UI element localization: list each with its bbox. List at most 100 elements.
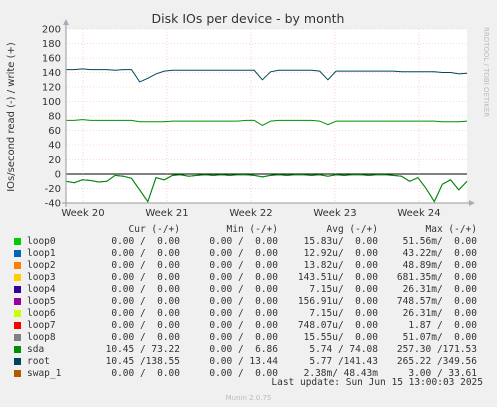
legend-cur: 10.45 /138.55 [105, 356, 180, 367]
y-axis-label: IOs/second read (-) / write (+) [6, 42, 17, 192]
legend-min: 0.00 / 0.00 [209, 284, 278, 295]
header-max: Max (-/+) [425, 224, 477, 235]
munin-version: Munin 2.0.75 [225, 394, 272, 402]
header-avg: Avg (-/+) [326, 224, 378, 235]
legend-min: 0.00 / 0.00 [209, 332, 278, 343]
legend-max: 3.00 / 33.61 [408, 368, 477, 379]
legend-max: 48.89m/ 0.00 [402, 260, 477, 271]
legend-swatch [14, 238, 21, 245]
legend-cur: 0.00 / 0.00 [111, 260, 180, 271]
legend-max: 26.31m/ 0.00 [402, 284, 477, 295]
legend-row-swap_1: swap_1 0.00 / 0.00 0.00 / 0.00 2.38m/ 48.43… [14, 368, 484, 380]
legend-avg: 12.92u/ 0.00 [303, 248, 378, 259]
legend-cur: 0.00 / 0.00 [111, 308, 180, 319]
legend-row-loop8: loop8 0.00 / 0.00 0.00 / 0.00 15.55u/ 0.00 5… [14, 332, 484, 344]
legend-name: loop5 [27, 296, 56, 307]
series-line-sda [66, 119, 468, 126]
legend-min: 0.00 / 0.00 [209, 308, 278, 319]
legend-swatch [14, 358, 21, 365]
legend-max: 26.31m/ 0.00 [402, 308, 477, 319]
x-tick-label: Week 24 [397, 208, 440, 219]
legend-max: 265.22 /349.56 [396, 356, 477, 367]
legend-cur: 0.00 / 0.00 [111, 332, 180, 343]
legend-name: loop8 [27, 332, 56, 343]
legend-min: 0.00 / 6.86 [209, 344, 278, 355]
legend-avg: 7.15u/ 0.00 [309, 284, 378, 295]
legend-min: 0.00 / 0.00 [209, 260, 278, 271]
series-line-sda [65, 174, 468, 203]
y-tick-label: 20 [48, 155, 61, 166]
legend-row-loop7: loop7 0.00 / 0.00 0.00 / 0.00 748.07u/ 0.00… [14, 320, 484, 332]
legend-max: 1.87 / 0.00 [408, 320, 477, 331]
legend-min: 0.00 / 0.00 [209, 320, 278, 331]
legend-avg: 7.15u/ 0.00 [309, 308, 378, 319]
legend-name: loop2 [27, 260, 56, 271]
legend-swatch [14, 262, 21, 269]
legend-name: root [27, 356, 50, 367]
legend-swatch [14, 310, 21, 317]
y-tick-label: -20 [45, 184, 61, 195]
legend-cur: 0.00 / 0.00 [111, 296, 180, 307]
legend-name: sda [27, 344, 45, 355]
last-update: Last update: Sun Jun 15 13:00:03 2025 [271, 377, 483, 388]
y-axis-arrow [63, 19, 69, 25]
legend-max: 748.57m/ 0.00 [396, 296, 477, 307]
legend-min: 0.00 / 0.00 [209, 272, 278, 283]
legend-row-loop3: loop3 0.00 / 0.00 0.00 / 0.00 143.51u/ 0.00… [14, 272, 484, 284]
legend-row-loop2: loop2 0.00 / 0.00 0.00 / 0.00 13.82u/ 0.00 4… [14, 260, 484, 272]
series-layer [65, 68, 468, 203]
legend-name: loop7 [27, 320, 56, 331]
legend-max: 43.22m/ 0.00 [402, 248, 477, 259]
legend-swatch [14, 322, 21, 329]
legend-name: loop0 [27, 236, 56, 247]
rrdtool-watermark: RRDTOOL / TOBI OETIKER [482, 27, 490, 117]
legend-min: 0.00 / 0.00 [209, 248, 278, 259]
legend-min: 0.00 / 13.44 [209, 356, 278, 367]
legend-row-loop0: loop0 0.00 / 0.00 0.00 / 0.00 15.83u/ 0.00 5… [14, 236, 484, 248]
y-tick-label: 120 [42, 83, 61, 94]
x-tick-label: Week 21 [145, 208, 188, 219]
legend-swatch [14, 298, 21, 305]
legend-row-sda: sda 10.45 / 73.22 0.00 / 6.86 5.74 / 74.08 2… [14, 344, 484, 356]
y-tick-label: -40 [45, 199, 61, 210]
y-tick-label: 60 [48, 126, 61, 137]
legend-row-loop1: loop1 0.00 / 0.00 0.00 / 0.00 12.92u/ 0.00 4… [14, 248, 484, 260]
legend-name: loop3 [27, 272, 56, 283]
y-tick-label: 160 [42, 54, 61, 65]
x-tick-label: Week 22 [229, 208, 272, 219]
legend-cur: 0.00 / 0.00 [111, 284, 180, 295]
legend-max: 51.56m/ 0.00 [402, 236, 477, 247]
legend-swatch [14, 370, 21, 377]
legend-avg: 5.77 /141.43 [309, 356, 378, 367]
x-tick-label: Week 23 [313, 208, 356, 219]
legend-min: 0.00 / 0.00 [209, 236, 278, 247]
y-tick-label: 200 [42, 25, 61, 36]
y-tick-label: 40 [48, 141, 61, 152]
x-axis-arrow [469, 200, 475, 206]
legend-avg: 156.91u/ 0.00 [297, 296, 378, 307]
y-tick-label: 80 [48, 112, 61, 123]
legend-name: loop1 [27, 248, 56, 259]
x-tick-label: Week 20 [61, 208, 104, 219]
legend-name: loop6 [27, 308, 56, 319]
legend-avg: 15.55u/ 0.00 [303, 332, 378, 343]
legend-cur: 0.00 / 0.00 [111, 368, 180, 379]
legend-swatch [14, 334, 21, 341]
y-tick-label: 100 [42, 97, 61, 108]
legend-avg: 2.38m/ 48.43m [303, 368, 378, 379]
legend-min: 0.00 / 0.00 [209, 296, 278, 307]
legend-max: 681.35m/ 0.00 [396, 272, 477, 283]
chart-title: Disk IOs per device - by month [152, 11, 345, 26]
legend-max: 257.30 /171.53 [396, 344, 477, 355]
legend-cur: 0.00 / 0.00 [111, 320, 180, 331]
y-tick-label: 0 [55, 170, 61, 181]
legend-name: swap_1 [27, 368, 62, 379]
legend-row-loop4: loop4 0.00 / 0.00 0.00 / 0.00 7.15u/ 0.00 26… [14, 284, 484, 296]
legend-row-loop5: loop5 0.00 / 0.00 0.00 / 0.00 156.91u/ 0.00… [14, 296, 484, 308]
y-tick-label: 140 [42, 68, 61, 79]
header-min: Min (-/+) [226, 224, 278, 235]
y-tick-label: 180 [42, 39, 61, 50]
legend-cur: 0.00 / 0.00 [111, 272, 180, 283]
legend-avg: 748.07u/ 0.00 [297, 320, 378, 331]
legend-swatch [14, 250, 21, 257]
